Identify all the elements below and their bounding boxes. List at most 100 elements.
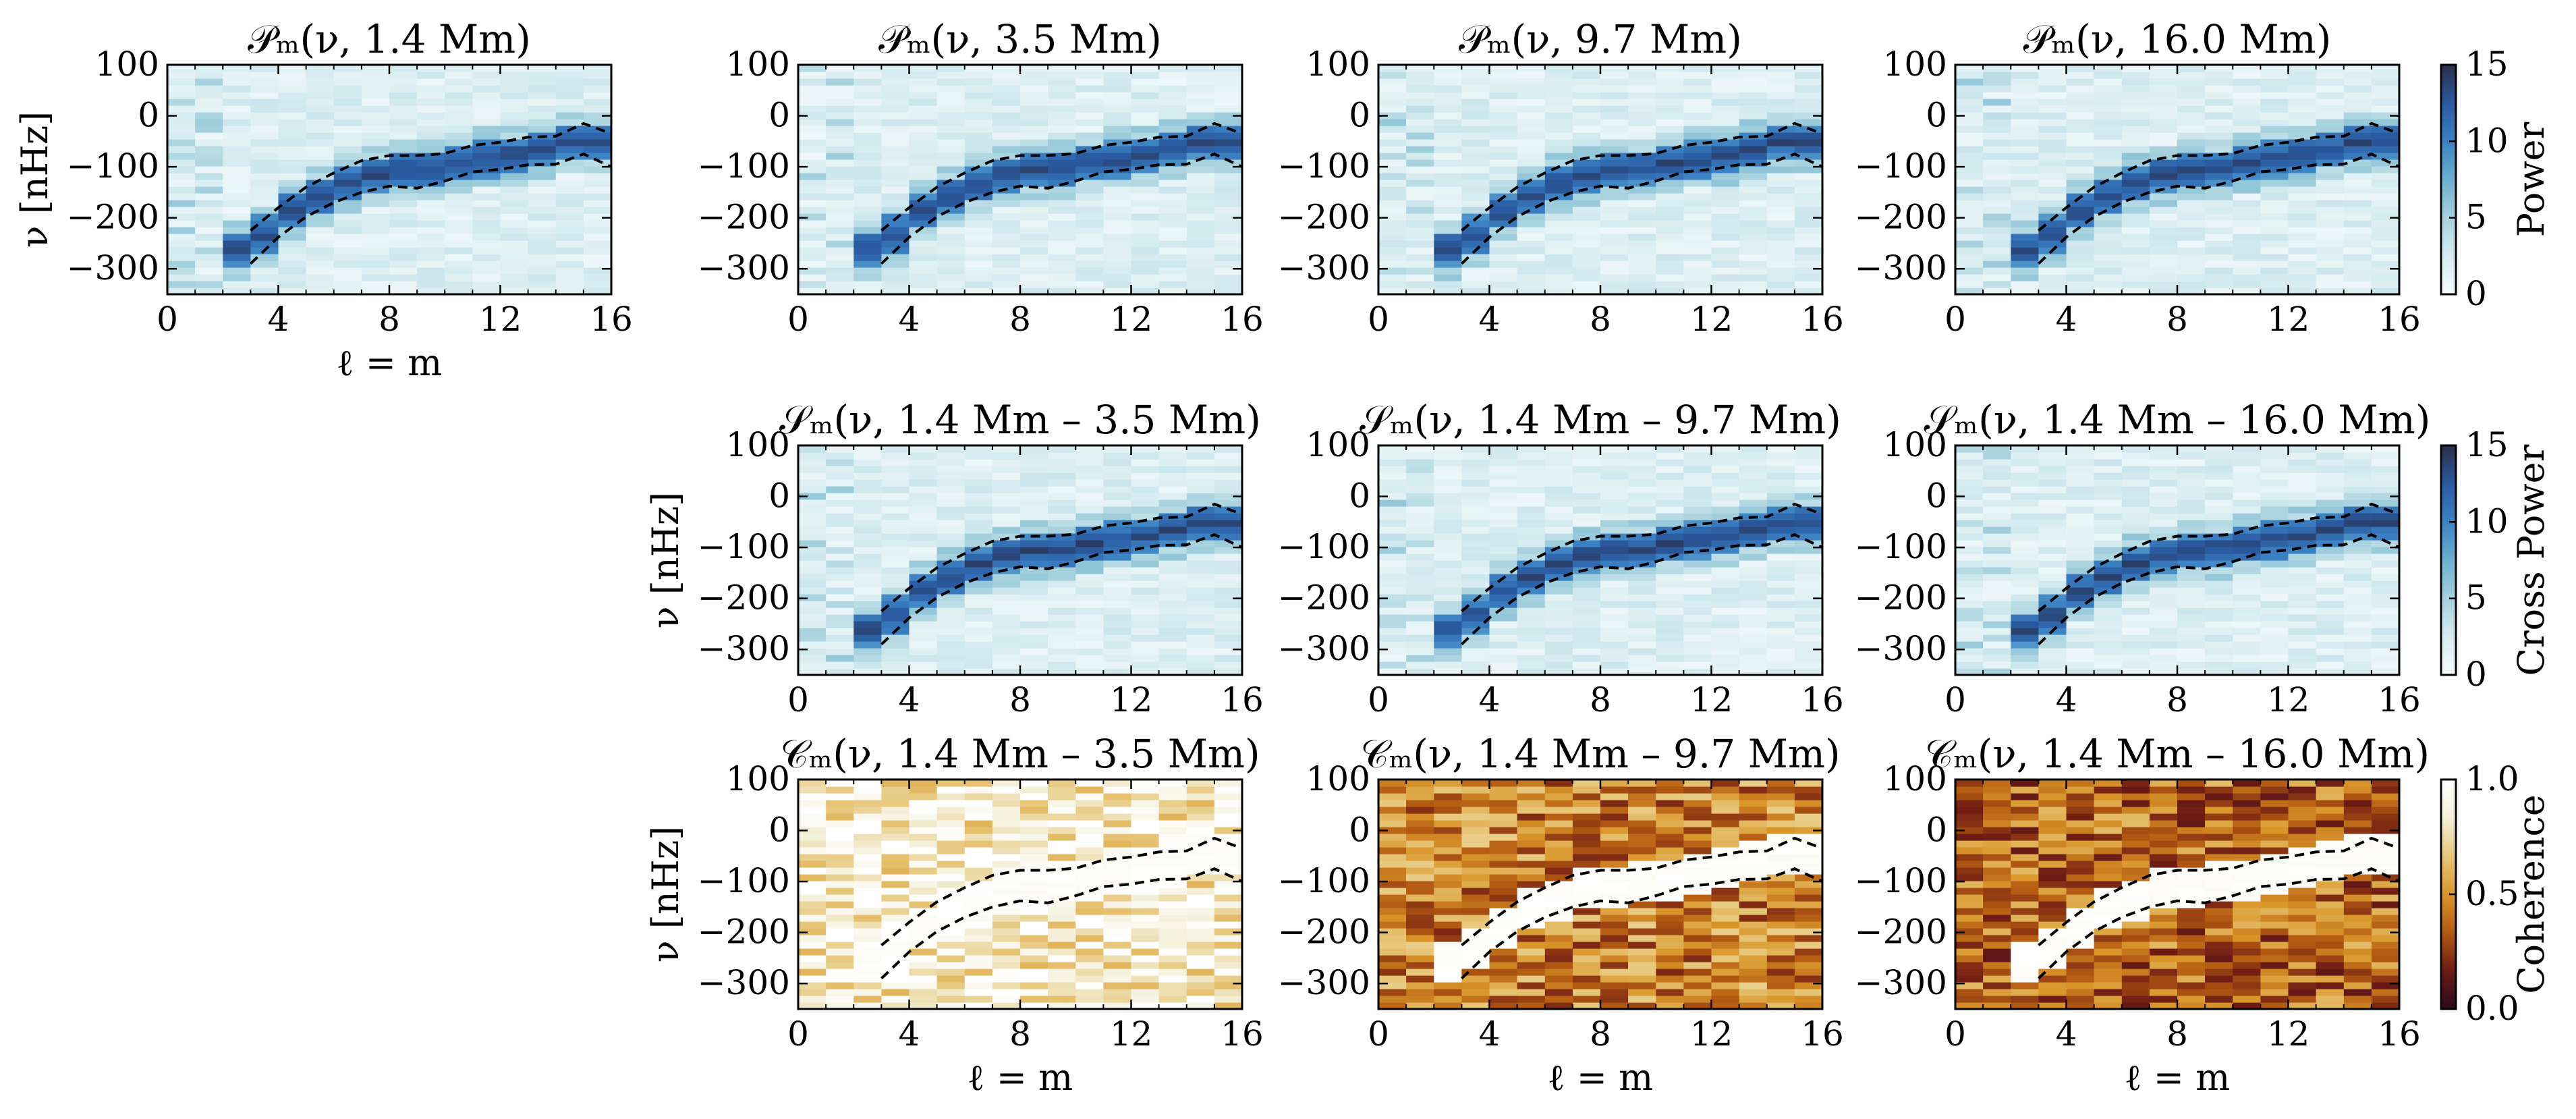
heatmap-cell (909, 213, 938, 221)
heatmap-cell (1048, 506, 1076, 514)
heatmap-cell (1794, 445, 1823, 453)
heatmap-cell (1572, 240, 1601, 248)
heatmap-cell (1794, 166, 1823, 173)
heatmap-cell (2038, 153, 2067, 160)
heatmap-cell (1711, 601, 1740, 608)
heatmap-cell (826, 126, 854, 133)
heatmap-cell (1186, 888, 1215, 895)
heatmap-cell (1600, 506, 1629, 514)
heatmap-cell (1158, 479, 1187, 487)
heatmap-cell (1103, 445, 1132, 453)
heatmap-cell (853, 274, 882, 281)
heatmap-cell (1544, 621, 1573, 628)
y-tick-label: −100 (1855, 527, 1947, 566)
heatmap-cell (992, 445, 1021, 453)
heatmap-cell (964, 553, 993, 561)
heatmap-s4 (1955, 445, 2400, 676)
heatmap-cell (500, 186, 529, 194)
heatmap-cell (2094, 186, 2123, 194)
heatmap-cell (853, 580, 882, 588)
heatmap-cell (1461, 65, 1490, 72)
heatmap-cell (936, 580, 965, 588)
heatmap-cell (1186, 493, 1215, 500)
heatmap-cell (361, 78, 390, 86)
heatmap-cell (826, 261, 854, 268)
heatmap-cell (2149, 99, 2178, 106)
heatmap-cell (1955, 479, 1984, 487)
heatmap-cell (1378, 560, 1407, 568)
heatmap-cell (500, 207, 529, 214)
heatmap-cell (2316, 580, 2345, 588)
heatmap-cell (333, 274, 362, 281)
heatmap-cell (1739, 479, 1768, 487)
heatmap-cell (2205, 526, 2233, 534)
heatmap-cell (1628, 180, 1656, 187)
heatmap-cell (1461, 472, 1490, 480)
heatmap-cell (1048, 139, 1076, 146)
heatmap-cell (2149, 234, 2178, 241)
heatmap-cell (881, 580, 910, 588)
heatmap-cell (2094, 213, 2123, 221)
heatmap-cell (1600, 628, 1629, 635)
heatmap-cell (2094, 641, 2123, 649)
heatmap-cell (798, 146, 827, 153)
heatmap-cell (1378, 881, 1407, 888)
heatmap-cell (1378, 139, 1407, 146)
heatmap-cell (1683, 112, 1712, 119)
heatmap-cell (1517, 641, 1546, 649)
heatmap-cell (333, 126, 362, 133)
heatmap-cell (826, 989, 854, 996)
heatmap-cell (1186, 601, 1215, 608)
heatmap-cell (2066, 499, 2095, 507)
heatmap-cell (1186, 975, 1215, 983)
heatmap-cell (881, 935, 910, 942)
heatmap-cell (2177, 493, 2206, 500)
heatmap-cell (909, 65, 938, 72)
heatmap-cell (2371, 607, 2400, 615)
heatmap-cell (361, 166, 390, 173)
heatmap-cell (1572, 200, 1601, 207)
heatmap-cell (1739, 261, 1768, 268)
heatmap-cell (528, 146, 557, 153)
heatmap-cell (1186, 641, 1215, 649)
heatmap-cell (2316, 479, 2345, 487)
heatmap-cell (1048, 180, 1076, 187)
heatmap-cell (909, 813, 938, 821)
heatmap-cell (1544, 520, 1573, 527)
heatmap-cell (528, 159, 557, 167)
heatmap-cell (2066, 92, 2095, 99)
heatmap-cell (2316, 234, 2345, 241)
heatmap-cell (195, 119, 223, 126)
heatmap-cell (798, 915, 827, 922)
heatmap-cell (333, 180, 362, 187)
heatmap-cell (2149, 499, 2178, 507)
heatmap-cell (2316, 634, 2345, 642)
heatmap-cell (1489, 445, 1518, 453)
heatmap-cell (1406, 948, 1434, 956)
heatmap-cell (1544, 601, 1573, 608)
heatmap-cell (2260, 132, 2289, 140)
y-tick-label: 100 (726, 425, 790, 464)
heatmap-cell (417, 65, 445, 72)
heatmap-cell (1131, 173, 1160, 180)
heatmap-cell (1794, 247, 1823, 254)
heatmap-cell (909, 655, 938, 662)
heatmap-cell (1461, 621, 1490, 628)
heatmap-cell (250, 92, 279, 99)
heatmap-cell (2038, 466, 2067, 473)
heatmap-cell (2288, 193, 2317, 200)
heatmap-cell (1075, 119, 1104, 126)
heatmap-cell (1048, 288, 1076, 295)
heatmap-cell (1103, 827, 1132, 834)
heatmap-cell (2288, 445, 2317, 453)
heatmap-cell (1683, 119, 1712, 126)
heatmap-cell (1020, 486, 1048, 493)
heatmap-cell (1075, 861, 1104, 868)
x-tick-label: 8 (1590, 300, 1611, 339)
heatmap-cell (2038, 607, 2067, 615)
heatmap-cell (2205, 513, 2233, 520)
heatmap-cell (2011, 267, 2039, 275)
heatmap-cell (1983, 621, 2011, 628)
heatmap-cell (1406, 888, 1434, 895)
heatmap-cell (2233, 200, 2261, 207)
